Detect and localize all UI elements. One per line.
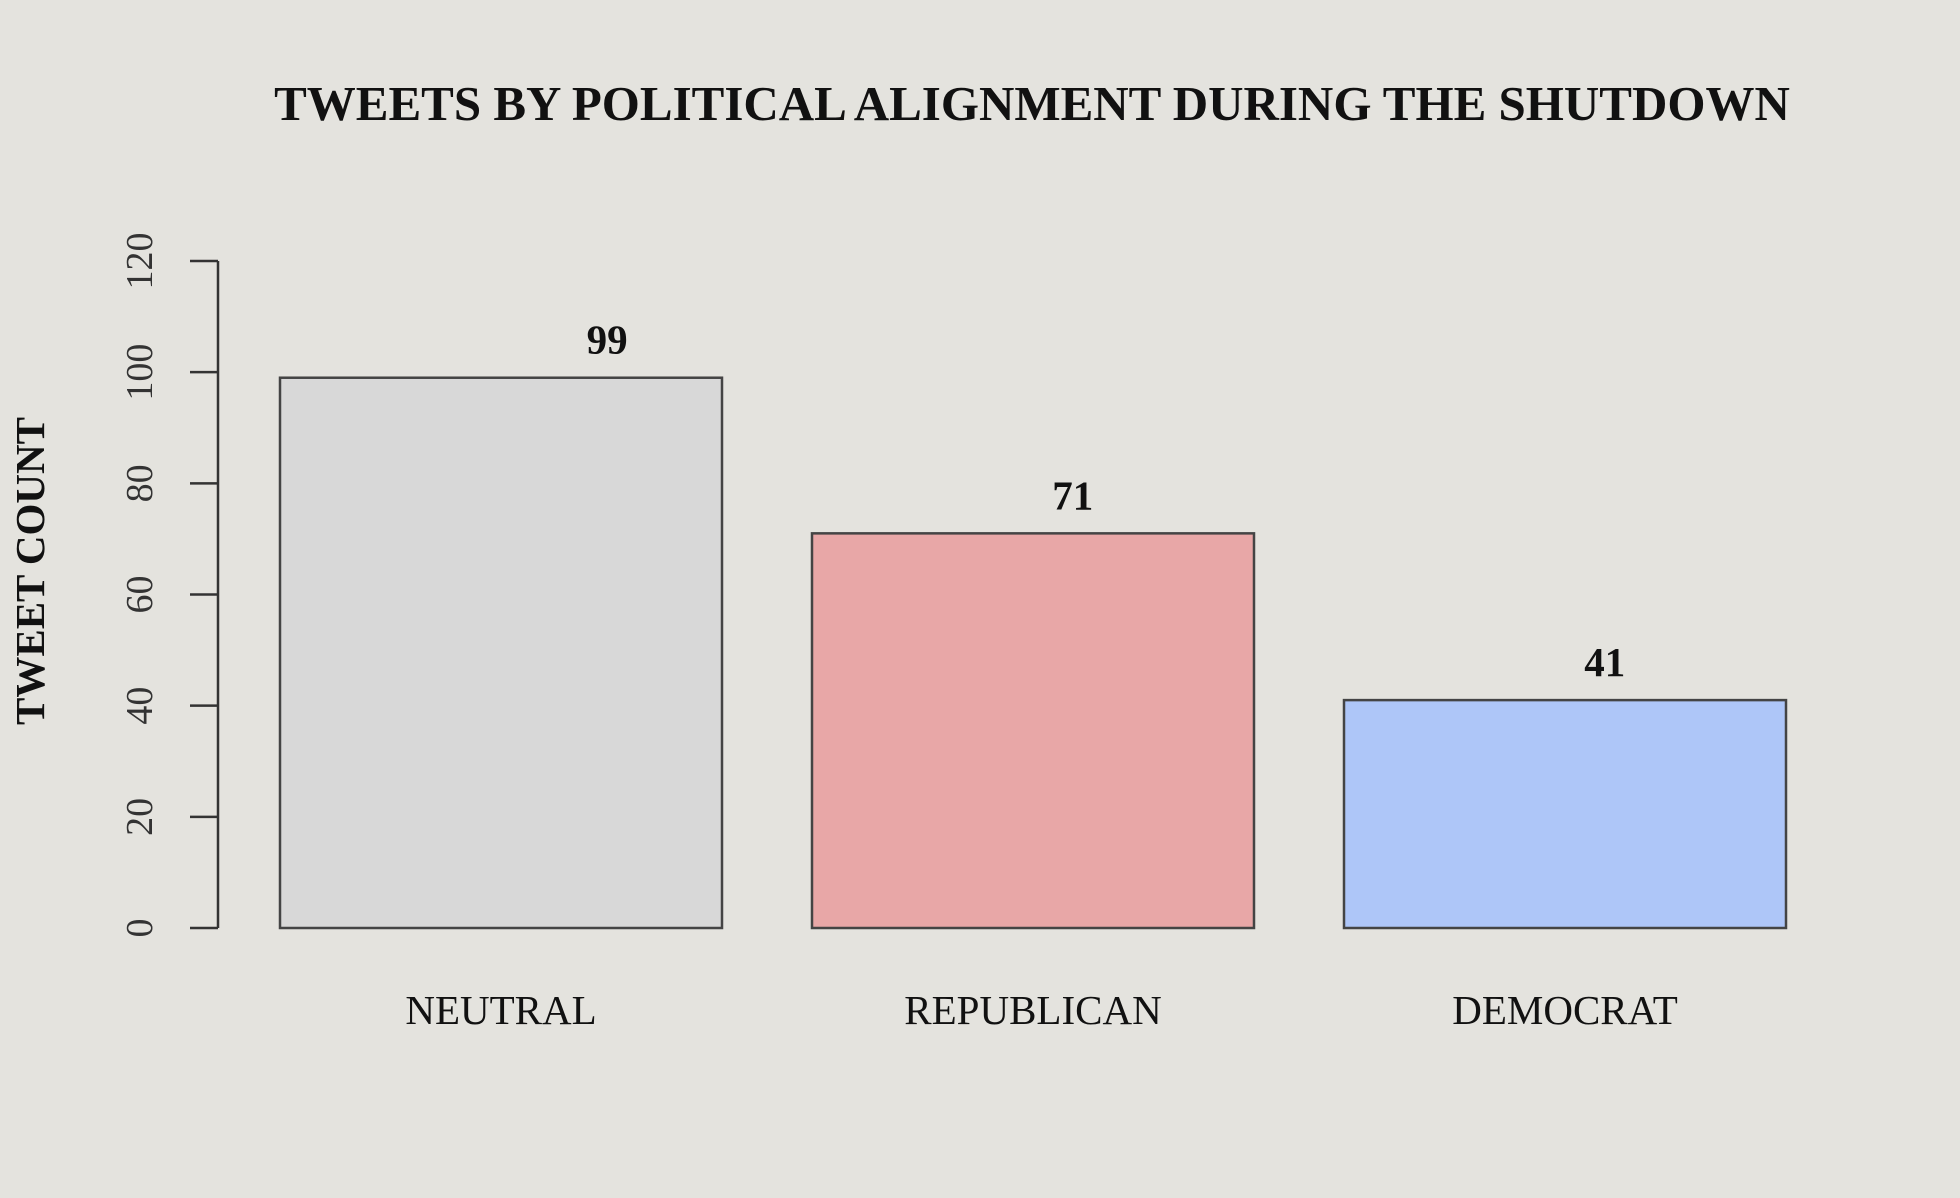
y-tick-label: 120	[119, 233, 161, 290]
data-label: 41	[1584, 639, 1625, 685]
y-tick-label: 0	[119, 919, 161, 938]
data-label: 99	[587, 317, 628, 363]
bar-democrat	[1342, 698, 1788, 930]
y-tick-label: 60	[119, 576, 161, 614]
y-tick-label: 40	[119, 687, 161, 725]
data-label: 71	[1052, 472, 1093, 518]
y-tick-label: 80	[119, 464, 161, 502]
y-axis: 0 20 40 60 80 100 120	[119, 233, 220, 938]
bars: NEUTRAL 99 REPUBLICAN 71 DEMOCRAT 41	[278, 317, 1788, 1033]
x-tick-label: DEMOCRAT	[1452, 987, 1678, 1033]
y-tick-label: 20	[119, 798, 161, 836]
bar-republican	[810, 532, 1256, 930]
x-tick-label: NEUTRAL	[405, 987, 596, 1033]
x-tick-label: REPUBLICAN	[904, 987, 1161, 1033]
chart-title: TWEETS BY POLITICAL ALIGNMENT DURING THE…	[274, 76, 1790, 131]
y-axis-label: TWEET COUNT	[7, 417, 53, 725]
y-tick-label: 100	[119, 344, 161, 401]
bar-neutral	[278, 376, 724, 930]
